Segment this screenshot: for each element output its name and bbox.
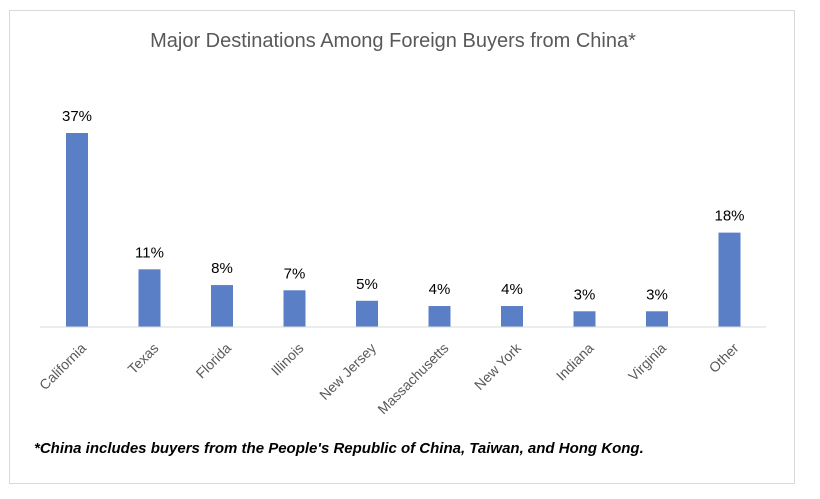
- category-label-illinois: Illinois: [268, 340, 307, 379]
- value-label-new-jersey: 5%: [356, 276, 378, 293]
- bar-virginia: [646, 311, 668, 327]
- footnote: *China includes buyers from the People's…: [34, 440, 644, 457]
- bar-other: [718, 232, 741, 327]
- category-labels-group: California Texas Florida Illinois New Jersey…: [36, 339, 742, 417]
- category-label-indiana: Indiana: [553, 340, 597, 384]
- value-label-florida: 8%: [211, 260, 233, 277]
- bars-group: [66, 133, 741, 327]
- value-label-indiana: 3%: [574, 286, 596, 303]
- bar-california: [66, 133, 88, 327]
- value-label-illinois: 7%: [284, 265, 306, 282]
- bar-new-jersey: [356, 300, 378, 327]
- category-label-new-jersey: New Jersey: [316, 340, 379, 403]
- category-label-new-york: New York: [471, 339, 525, 393]
- category-label-california: California: [36, 340, 89, 393]
- bar-indiana: [573, 311, 596, 327]
- bar-new-york: [501, 306, 523, 327]
- bar-texas: [138, 269, 161, 327]
- bar-massachusetts: [428, 306, 451, 327]
- bar-illinois: [283, 290, 306, 327]
- category-label-other: Other: [706, 340, 742, 376]
- category-label-virginia: Virginia: [625, 340, 669, 384]
- bar-florida: [211, 285, 233, 327]
- value-label-california: 37%: [62, 108, 92, 125]
- value-label-new-york: 4%: [501, 281, 523, 298]
- chart-frame: [9, 10, 795, 484]
- category-label-florida: Florida: [193, 340, 235, 382]
- chart-title: Major Destinations Among Foreign Buyers …: [150, 30, 636, 52]
- value-label-virginia: 3%: [646, 286, 668, 303]
- value-label-massachusetts: 4%: [429, 281, 451, 298]
- value-label-texas: 11%: [135, 244, 164, 261]
- category-label-massachusetts: Massachusetts: [374, 340, 451, 417]
- category-label-texas: Texas: [124, 340, 161, 377]
- value-label-other: 18%: [714, 208, 744, 225]
- value-labels-group: 37% 11% 8% 7% 5% 4% 4% 3% 3% 18%: [62, 108, 745, 303]
